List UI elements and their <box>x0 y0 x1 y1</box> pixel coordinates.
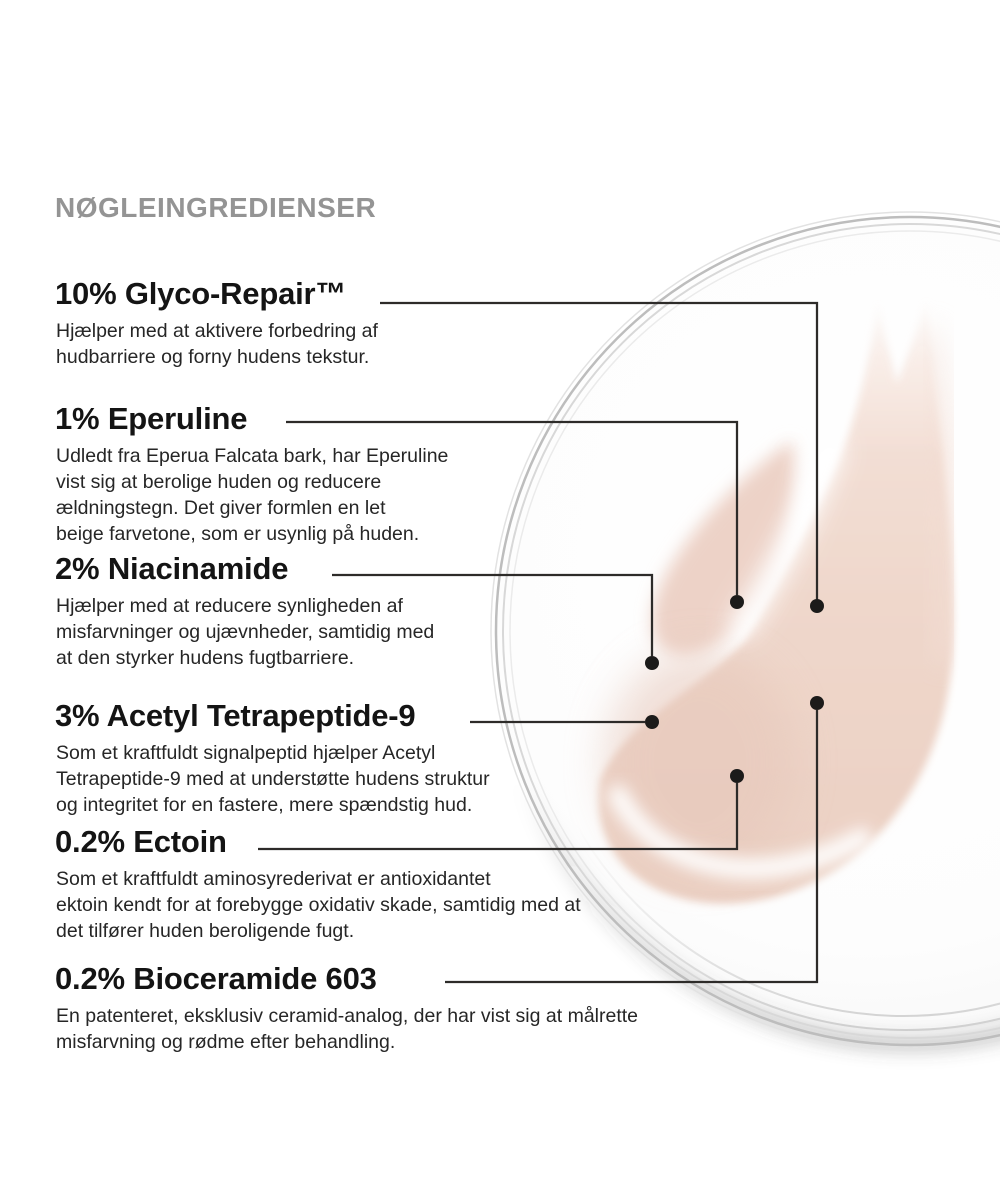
ingredient-eperuline: 1% Eperuline Udledt fra Eperua Falcata b… <box>55 401 448 547</box>
ingredient-description: En patenteret, eksklusiv ceramid-analog,… <box>56 1005 639 1053</box>
ingredient-description: Som et kraftfuldt signalpeptid hjælper A… <box>56 742 490 816</box>
callout-line-glyco-repair <box>380 301 819 600</box>
section-kicker: NØGLEINGREDIENSER <box>55 192 377 223</box>
ingredient-ectoin: 0.2% Ectoin Som et kraftfuldt aminosyred… <box>55 824 581 944</box>
callout-dot-niacinamide <box>645 656 659 670</box>
callout-line-bioceramide <box>445 710 819 984</box>
ingredient-bioceramide-603: 0.2% Bioceramide 603 En patenteret, eksk… <box>55 961 638 1055</box>
cream-swatch-left-streak <box>651 440 795 656</box>
ingredient-title: 10% Glyco-Repair™ <box>55 276 347 311</box>
ingredient-glyco-repair: 10% Glyco-Repair™ Hjælper med at aktiver… <box>55 276 378 370</box>
callout-dots <box>645 595 824 783</box>
callout-dot-glyco-repair <box>810 599 824 613</box>
ingredient-description: Hjælper med at aktivere forbedring af hu… <box>56 320 378 368</box>
ingredient-title: 0.2% Bioceramide 603 <box>55 961 377 996</box>
ingredient-title: 0.2% Ectoin <box>55 824 227 859</box>
callout-line-ectoin <box>258 783 739 851</box>
cream-swatch <box>598 300 961 904</box>
cream-swatch-gloss-highlight <box>608 785 872 879</box>
cream-swatch-shading <box>605 650 795 874</box>
callout-dot-eperuline <box>730 595 744 609</box>
callout-lines <box>258 301 819 984</box>
cream-swatch-right-sheen <box>916 316 961 664</box>
ingredient-niacinamide: 2% Niacinamide Hjælper med at reducere s… <box>55 551 434 671</box>
callout-line-eperuline <box>286 420 739 595</box>
ingredient-description: Som et kraftfuldt aminosyrederivat er an… <box>56 868 581 942</box>
cream-swatch-separator-highlight <box>729 437 845 638</box>
callout-dot-ectoin <box>730 769 744 783</box>
callout-dot-bioceramide <box>810 696 824 710</box>
ingredient-description: Hjælper med at reducere synligheden af m… <box>56 595 435 669</box>
ingredient-title: 2% Niacinamide <box>55 551 289 586</box>
ingredient-title: 1% Eperuline <box>55 401 248 436</box>
ingredient-title: 3% Acetyl Tetrapeptide-9 <box>55 698 416 733</box>
callout-dot-acetyl-tetrapeptide <box>645 715 659 729</box>
ingredient-description: Udledt fra Eperua Falcata bark, har Eper… <box>56 445 449 545</box>
ingredient-acetyl-tetrapeptide-9: 3% Acetyl Tetrapeptide-9 Som et kraftful… <box>55 698 490 818</box>
callout-line-niacinamide <box>332 573 654 656</box>
